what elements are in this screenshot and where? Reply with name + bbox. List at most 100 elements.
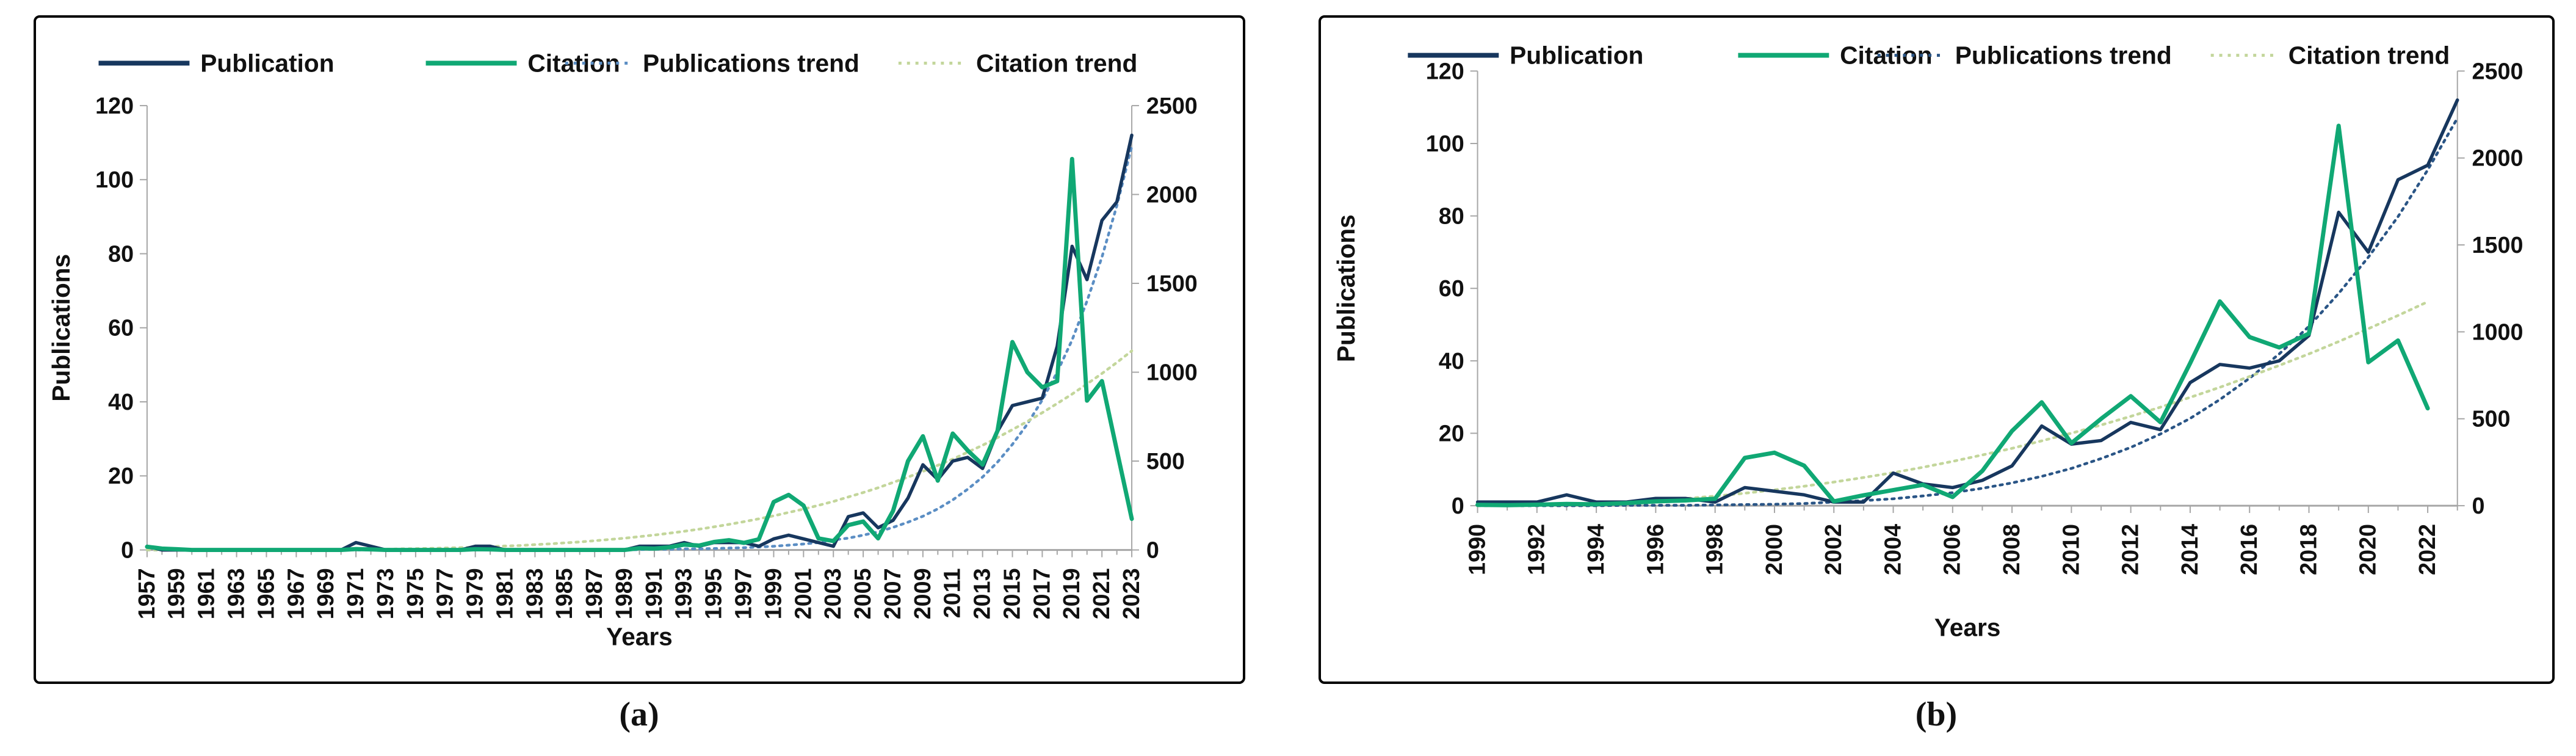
x-tick-label: 2008: [1999, 524, 2024, 575]
x-tick-label: 1997: [731, 568, 756, 619]
left-axis-tick-label: 40: [108, 389, 134, 415]
publications-trend-legend-label: Publications trend: [643, 49, 859, 77]
x-tick-label: 1994: [1583, 524, 1608, 575]
right-axis-tick-label: 2500: [2472, 58, 2524, 84]
x-tick-label: 2014: [2177, 524, 2202, 575]
x-tick-label: 1965: [253, 568, 278, 619]
x-tick-label: 1985: [551, 568, 577, 619]
citation-trend-legend-label: Citation trend: [976, 49, 1137, 77]
left-axis-tick-label: 100: [1426, 131, 1464, 156]
x-tick-label: 1971: [342, 568, 368, 619]
x-tick-label: 2013: [969, 568, 995, 619]
publication-legend-label: Publication: [1510, 41, 1643, 69]
x-tick-label: 1989: [611, 568, 637, 619]
x-tick-label: 2003: [820, 568, 845, 619]
x-tick-label: 1975: [402, 568, 428, 619]
chart-b-plot: 0 20 40 60 80 100 120 0 500 1000 1500 2000 2500 1990 1…: [1332, 41, 2524, 642]
left-axis-tick-label: 80: [108, 241, 134, 266]
x-tick-label: 1979: [462, 568, 488, 619]
x-tick-label: 2016: [2236, 524, 2262, 575]
chart-panel-a: 0 20 40 60 80 100 120 0 500 1000 1500 2000 2500 1957 1…: [34, 15, 1245, 684]
right-axis-tick-label: 1500: [2472, 232, 2524, 258]
x-tick-label: 1993: [671, 568, 696, 619]
chart-panel-b: 0 20 40 60 80 100 120 0 500 1000 1500 2000 2500 1990 1…: [1319, 15, 2555, 684]
x-axis-title: Years: [1934, 614, 2001, 642]
x-tick-label: 1981: [491, 568, 517, 619]
right-axis-tick-label: 2500: [1146, 93, 1198, 118]
left-axis-tick-label: 60: [1439, 275, 1464, 301]
x-tick-label: 1983: [521, 568, 547, 619]
x-tick-label: 1998: [1702, 524, 1728, 575]
x-tick-label: 2006: [1939, 524, 1965, 575]
x-tick-label: 2002: [1820, 524, 1846, 575]
x-tick-label: 1973: [372, 568, 398, 619]
left-axis-tick-label: 60: [108, 315, 134, 341]
x-tick-label: 2023: [1118, 568, 1144, 619]
x-tick-label: 1991: [641, 568, 667, 619]
citation-line: [145, 156, 1134, 553]
left-axis-tick-label: 80: [1439, 203, 1464, 229]
right-axis-tick-label: 0: [2472, 493, 2485, 518]
citation-trend-line: [145, 349, 1134, 551]
x-tick-label: 1996: [1642, 524, 1668, 575]
left-axis-tick-label: 100: [95, 167, 134, 192]
caption-b: (b): [1915, 696, 1958, 733]
x-tick-label: 1995: [701, 568, 726, 619]
left-axis-tick-label: 20: [1439, 420, 1464, 446]
x-tick-label: 2009: [910, 568, 935, 619]
x-tick-label: 1990: [1464, 524, 1489, 575]
caption-a: (a): [619, 696, 659, 733]
x-tick-label: 2019: [1058, 568, 1084, 619]
x-tick-label: 2020: [2355, 524, 2381, 575]
x-tick-label: 2011: [939, 568, 965, 618]
x-tick-label: 2021: [1088, 568, 1114, 619]
citation-line: [1475, 123, 2430, 507]
right-axis-tick-label: 1000: [1146, 359, 1198, 385]
x-tick-label: 2005: [850, 568, 875, 619]
y-axis-title: Publications: [1332, 214, 1360, 362]
right-axis-tick-label: 2000: [1146, 181, 1198, 207]
left-axis-tick-label: 40: [1439, 348, 1464, 374]
x-tick-label: 1999: [760, 568, 786, 619]
x-tick-label: 1992: [1524, 524, 1549, 575]
x-tick-label: 2012: [2118, 524, 2143, 575]
right-axis-tick-label: 500: [2472, 406, 2511, 432]
x-tick-label: 1969: [313, 568, 338, 619]
x-tick-label: 1977: [432, 568, 458, 619]
x-tick-label: 1963: [223, 568, 248, 619]
x-tick-label: 2018: [2295, 524, 2321, 575]
x-tick-label: 1961: [194, 568, 219, 619]
x-tick-label: 1957: [134, 568, 159, 619]
publications-trend-line: [145, 145, 1134, 551]
x-tick-label: 2015: [999, 568, 1024, 619]
x-tick-label: 2004: [1880, 524, 1905, 575]
x-tick-label: 2001: [790, 568, 816, 619]
left-axis-tick-label: 20: [108, 463, 134, 489]
right-axis-tick-label: 2000: [2472, 145, 2524, 171]
left-axis-tick-label: 120: [1426, 58, 1464, 84]
x-axis-title: Years: [606, 622, 673, 650]
right-axis-tick-label: 0: [1146, 537, 1159, 562]
x-tick-label: 2022: [2414, 524, 2440, 575]
x-tick-label: 2007: [880, 568, 905, 619]
left-axis-tick-label: 120: [95, 93, 134, 118]
publications-trend-line: [1476, 117, 2459, 507]
citation-trend-legend-label: Citation trend: [2288, 41, 2450, 69]
left-axis-tick-label: 0: [1452, 493, 1464, 518]
x-tick-label: 2010: [2058, 524, 2083, 575]
x-tick-label: 1987: [581, 568, 607, 619]
right-axis-tick-label: 500: [1146, 448, 1185, 474]
x-tick-label: 2000: [1761, 524, 1787, 575]
publication-legend-label: Publication: [200, 49, 334, 77]
publication-line: [1475, 98, 2459, 504]
left-axis-tick-label: 0: [121, 537, 134, 562]
right-axis-tick-label: 1500: [1146, 271, 1198, 296]
x-tick-label: 1959: [164, 568, 189, 619]
x-tick-label: 2017: [1029, 568, 1054, 619]
publications-trend-legend-label: Publications trend: [1955, 41, 2172, 69]
y-axis-title: Publications: [47, 254, 75, 402]
x-tick-label: 1967: [283, 568, 308, 619]
publication-line: [145, 133, 1134, 552]
